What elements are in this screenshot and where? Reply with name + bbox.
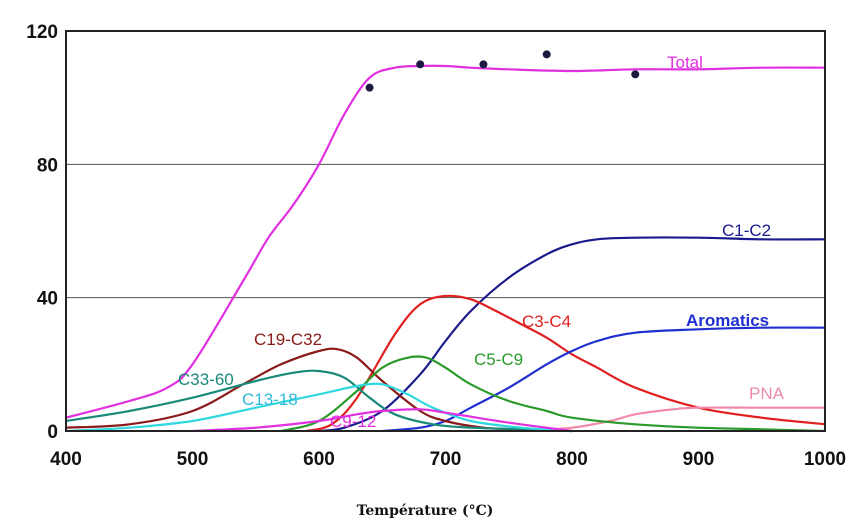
label-c1-c2: C1-C2: [722, 221, 771, 240]
x-tick-label: 700: [430, 449, 462, 470]
label-c3-c4: C3-C4: [522, 312, 571, 331]
gridlines: [66, 163, 825, 299]
data-marker: [542, 50, 551, 59]
plot-frame: [65, 30, 826, 432]
series-lines: [65, 64, 826, 433]
label-aromatics: Aromatics: [686, 311, 769, 330]
series-line-c3-c4: [306, 294, 826, 433]
data-marker: [416, 60, 425, 69]
series-line-total: [65, 64, 826, 419]
y-tick-label: 80: [37, 155, 58, 176]
series-line-c33-60: [65, 369, 573, 433]
label-total: Total: [667, 53, 703, 72]
x-tick-label: 800: [556, 449, 588, 470]
data-marker: [365, 83, 374, 92]
series-line-c9-12: [192, 408, 573, 433]
label-c33-60: C33-60: [178, 370, 234, 389]
x-tick-label: 1000: [804, 449, 846, 470]
label-c13-18: C13-18: [242, 390, 298, 409]
label-c5-c9: C5-C9: [474, 350, 523, 369]
series-line-c5-c9: [280, 355, 826, 433]
data-marker: [631, 70, 640, 79]
x-tick-label: 600: [303, 449, 335, 470]
x-tick-label: 400: [50, 449, 82, 470]
x-axis-title: Température (°C): [357, 503, 494, 519]
x-tick-labels: 400 500 600 700 800 900 1000: [50, 449, 846, 470]
series-line-aromatics: [382, 326, 826, 433]
y-tick-label: 0: [47, 422, 58, 443]
series-line-c13-18: [65, 382, 573, 433]
series-line-pna: [521, 406, 825, 433]
label-c19-c32: C19-C32: [254, 330, 322, 349]
label-pna: PNA: [749, 384, 785, 403]
x-tick-label: 900: [683, 449, 715, 470]
data-markers: [365, 50, 640, 92]
label-c9-12: C9-12: [330, 412, 376, 431]
data-marker: [479, 60, 488, 69]
y-tick-labels: 0 40 80 120: [26, 22, 58, 443]
y-tick-label: 120: [26, 22, 58, 43]
x-tick-label: 500: [177, 449, 209, 470]
y-tick-label: 40: [37, 289, 58, 310]
